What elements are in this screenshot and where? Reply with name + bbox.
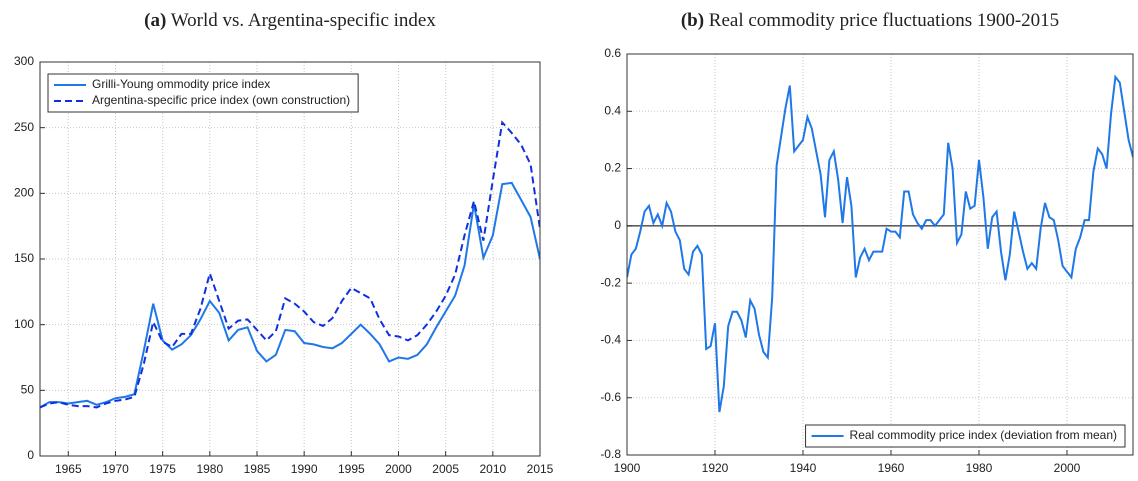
x-tick-label: 1970 [102,462,129,476]
axes-frame [39,61,541,457]
x-tick-label: 1960 [878,461,905,475]
legend-box [47,73,359,113]
legend-label: Argentina-specific price index (own cons… [92,93,350,107]
y-tick-label: 0 [27,448,34,462]
y-tick-label: 200 [14,186,34,200]
y-tick-label: -0.6 [600,390,621,404]
y-tick-label: 50 [21,383,35,397]
y-tick-label: 0 [614,218,621,232]
y-tick-label: -0.4 [600,333,621,347]
series-line [40,120,540,409]
x-tick-label: 1965 [55,462,82,476]
title-text: World vs. Argentina-specific index [171,10,437,31]
legend: Grilli-Young ommodity price index Argenti… [47,73,359,113]
chart-title: (a) World vs. Argentina-specific index [144,10,436,31]
y-tick-label: 100 [14,317,34,331]
x-tick-label: 1985 [244,462,271,476]
series-line [40,181,540,409]
plot-area [627,54,1133,455]
x-tick-label: 1920 [702,461,729,475]
x-tick-label: 1900 [614,461,641,475]
chart-title: (b) Real commodity price fluctuations 19… [681,10,1059,31]
legend-label: Grilli-Young ommodity price index [92,77,270,91]
x-tick-label: 2000 [385,462,412,476]
legend-label: Real commodity price index (deviation fr… [850,428,1117,442]
y-tick-label: 150 [14,251,34,265]
y-tick-label: 250 [14,120,34,134]
x-tick-label: 1980 [196,462,223,476]
panel-label: (a) [144,10,166,31]
panel-label: (b) [681,10,704,31]
x-tick-label: 2015 [527,462,554,476]
y-tick-label: 0.4 [604,103,621,117]
y-tick-label: 300 [14,54,34,68]
series-line [627,74,1133,413]
y-tick-label: -0.8 [600,447,621,461]
x-tick-label: 2010 [479,462,506,476]
axes-frame [626,53,1134,456]
x-tick-label: 1980 [966,461,993,475]
y-tick-label: 0.2 [604,161,621,175]
x-tick-label: 1975 [149,462,176,476]
y-tick-label: -0.2 [600,275,621,289]
legend: Real commodity price index (deviation fr… [805,424,1126,448]
x-tick-label: 2005 [432,462,459,476]
x-tick-label: 1995 [338,462,365,476]
legend-box [805,424,1126,448]
x-tick-label: 2000 [1054,461,1081,475]
title-text: Real commodity price fluctuations 1900-2… [709,10,1059,31]
x-tick-label: 1990 [291,462,318,476]
y-tick-label: 0.6 [604,46,621,60]
x-tick-label: 1940 [790,461,817,475]
